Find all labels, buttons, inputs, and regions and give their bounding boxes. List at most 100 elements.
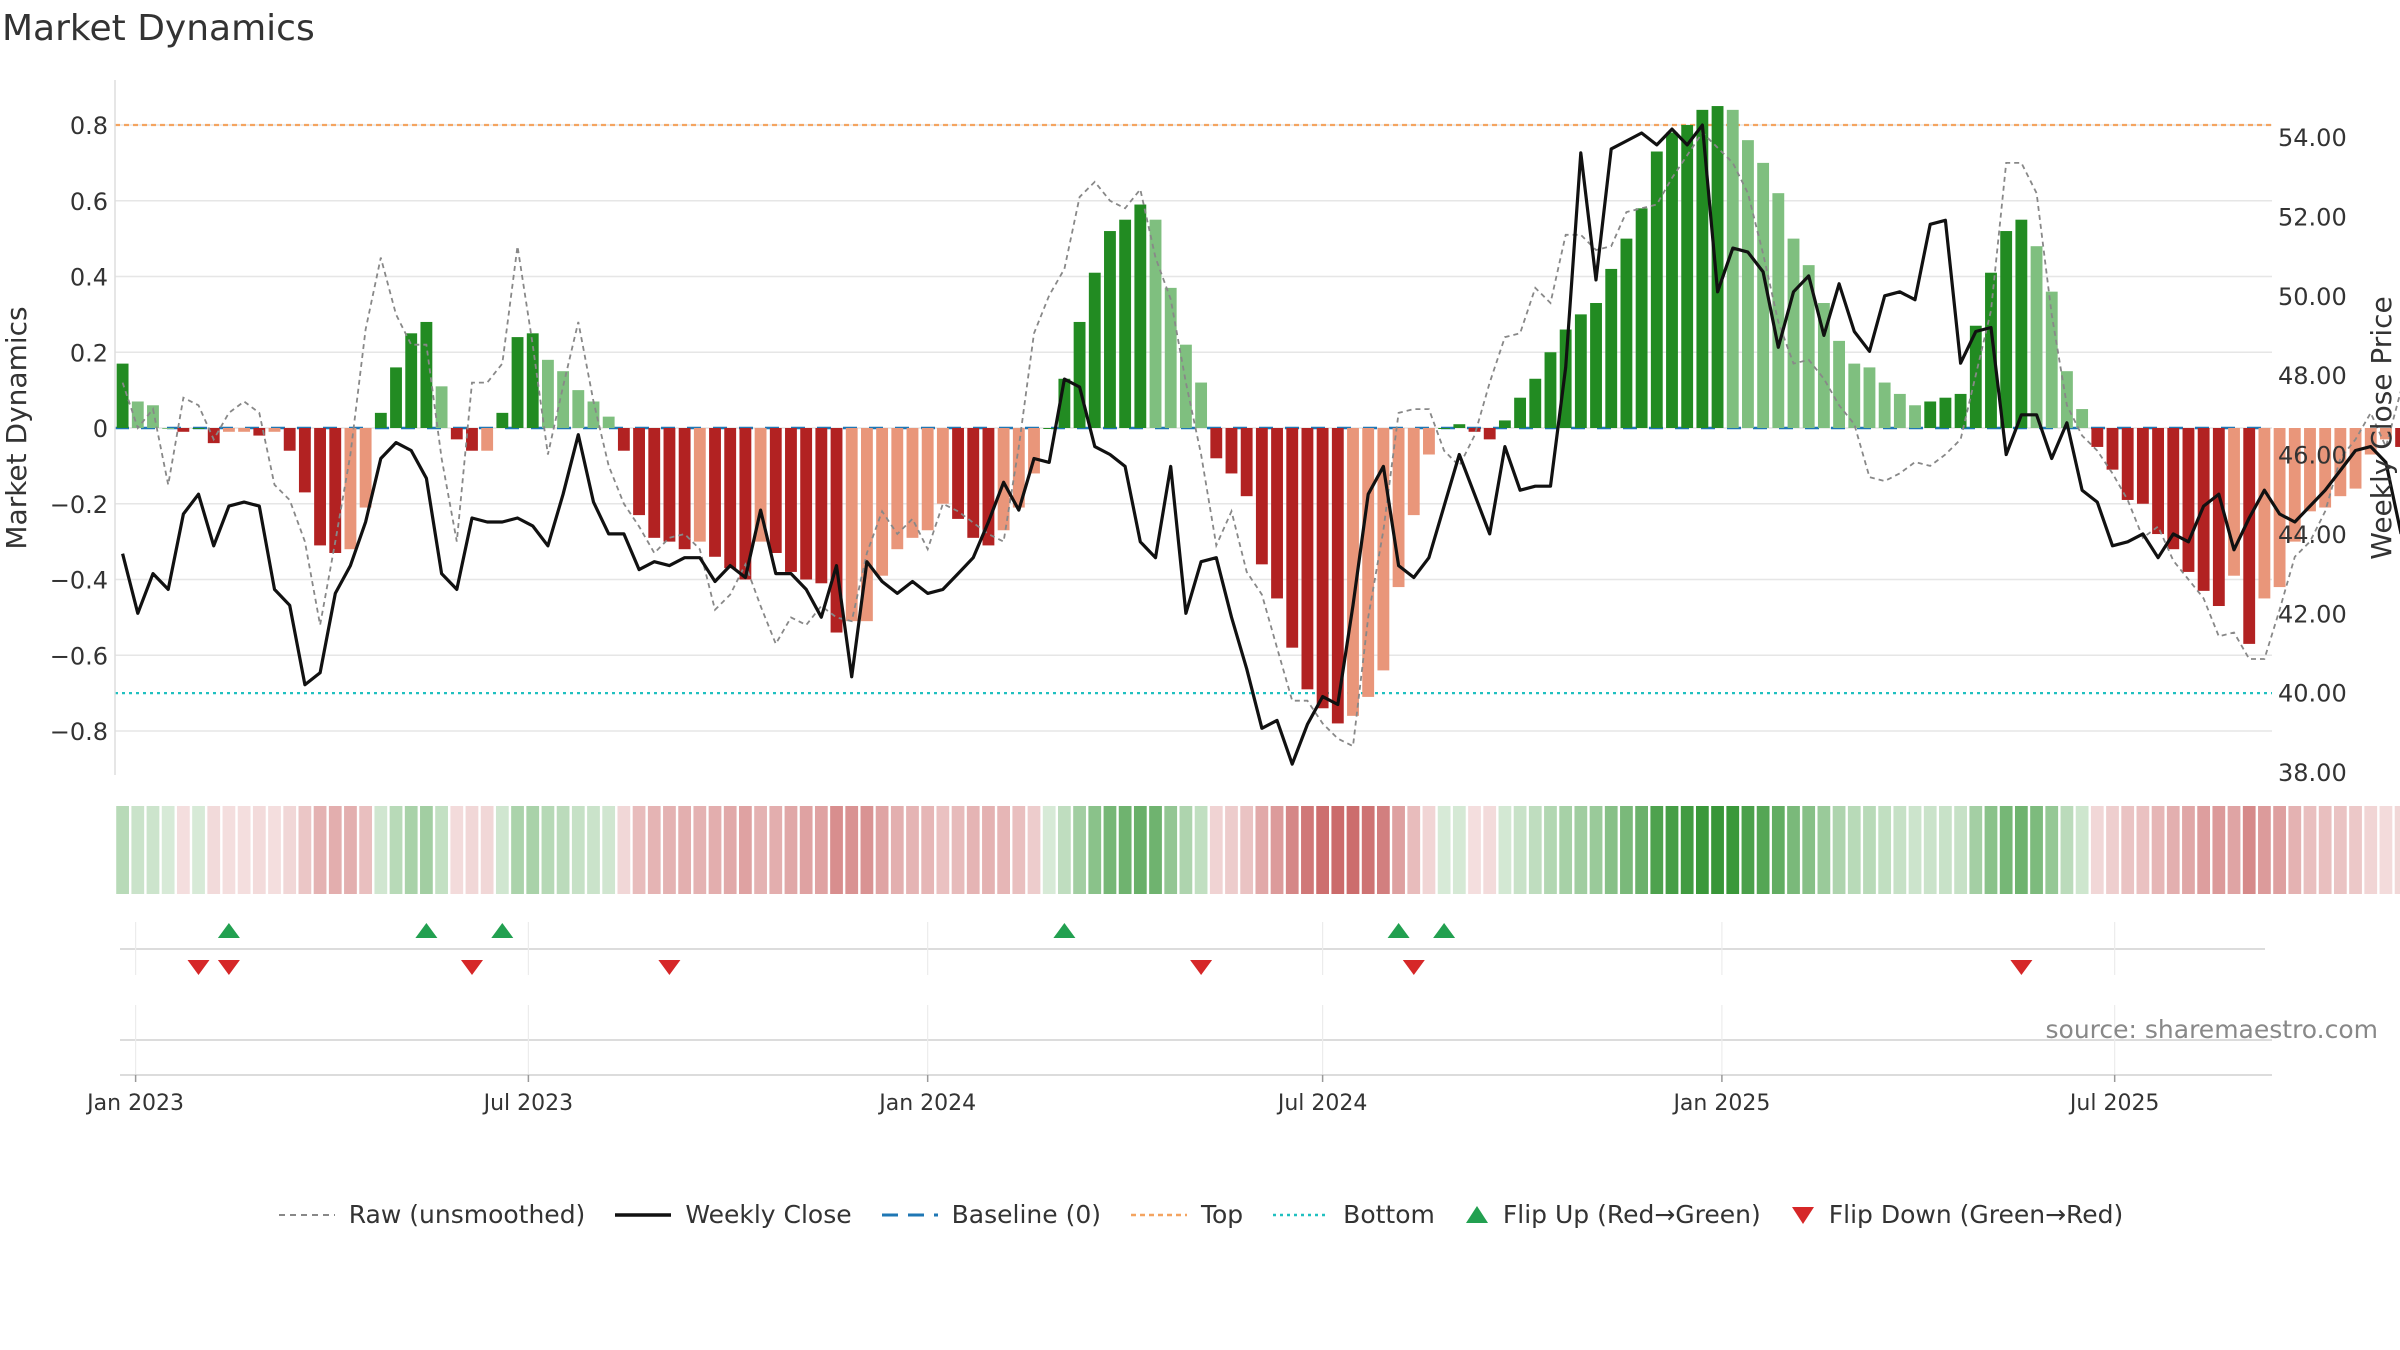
dynamics-bar [496,412,509,428]
regime-cell [1270,806,1284,894]
regime-cell [1878,806,1892,894]
dynamics-bar [1742,140,1754,428]
dynamics-bar [1392,428,1405,588]
dynamics-bar [1407,428,1420,516]
dynamics-bar [2136,428,2149,504]
regime-cell [2182,806,2195,894]
dynamics-bar [526,333,539,428]
dynamics-bar [2061,371,2073,428]
flip-up-marker [491,923,514,938]
regime-cell [860,806,874,894]
dynamics-bar [1453,424,1466,428]
dynamics-bar [344,428,357,550]
regime-cell [2227,806,2241,894]
flip-markers [120,922,2272,1075]
dynamics-bar [314,428,326,546]
dynamics-bar [709,428,721,557]
dynamics-bar [1711,106,1724,428]
dynamics-bar [1939,397,1952,428]
dynamics-bar [1483,428,1496,440]
regime-cell [1847,806,1861,894]
dynamics-bar [1590,303,1602,428]
dynamics-bar [1058,378,1071,428]
regime-cell [1361,806,1375,894]
regime-cell [374,806,388,894]
dynamics-bar [2364,428,2377,455]
regime-cell [298,806,312,894]
dynamics-bar [329,428,342,553]
dynamics-bar [1909,405,1921,428]
regime-cell [1073,806,1086,894]
dynamics-bar [1757,162,1770,428]
dynamics-bar [2015,219,2028,428]
dynamics-bar [967,428,980,538]
regime-cell [587,806,600,894]
regime-cell [647,806,661,894]
source-label: source: sharemaestro.com [2046,1015,2379,1044]
regime-cell [344,806,357,894]
dynamics-bar [1635,208,1648,428]
regime-cell [1513,806,1527,894]
x-tick-label: Jan 2024 [877,1091,976,1116]
weekly-close-line [121,123,2400,766]
legend-label-top: Top [1200,1200,1244,1229]
x-tick-label: Jan 2025 [1671,1091,1770,1116]
regime-cell [1058,806,1071,894]
legend: Raw (unsmoothed) Weekly Close Baseline (… [0,1200,2400,1229]
dynamics-bar [1316,428,1329,709]
regime-cell [2136,806,2150,894]
regime-cell [283,806,297,894]
dynamics-bar [1240,428,1253,497]
dynamics-bar [147,405,159,428]
dynamics-bar [420,321,433,428]
regime-cell [1194,806,1208,894]
regime-cell [890,806,904,894]
regime-cell [1149,806,1162,894]
dynamics-bar [2121,428,2134,500]
regime-cell [2333,806,2347,894]
legend-label-bottom: Bottom [1343,1200,1435,1229]
dynamics-bar [1073,321,1086,428]
dynamics-bar [2349,428,2362,489]
dynamics-bar [602,416,615,428]
dynamics-bar [1271,428,1283,599]
dynamics-bar [754,428,767,542]
dynamics-bar [1863,367,1876,428]
dynamics-bar [1377,428,1390,671]
regime-cell [1802,806,1816,894]
regime-cell [2303,806,2317,894]
regime-cell [2075,806,2089,894]
dynamics-bar [1149,219,1162,428]
dynamics-bar [2091,428,2104,447]
dynamics-bar [1893,393,1906,428]
dynamics-bar [2106,428,2119,470]
regime-cell [799,806,813,894]
regime-cell [2121,806,2135,894]
dynamics-bar [2304,428,2316,512]
dynamics-bar [1104,231,1116,428]
regime-cell [420,806,433,894]
regime-cell [526,806,540,894]
flip-down-marker [461,960,483,975]
y-right-tick-label: 46.00 [2278,442,2347,470]
dynamics-bar [2334,428,2347,497]
regime-cell [1771,806,1785,894]
flip-up-marker [1433,923,1456,938]
dynamics-bar [860,428,873,622]
regime-cell [1726,806,1740,894]
dynamics-bar [2319,428,2332,508]
dynamics-bar [845,428,858,622]
flip-down-marker [658,960,681,975]
dynamics-bar [1043,428,1056,429]
dynamics-bar [1924,401,1937,428]
regime-cell [2242,806,2256,894]
dynamics-bar [1878,382,1891,428]
dynamics-bar [359,428,372,508]
regime-cell [602,806,616,894]
regime-cell [116,806,129,894]
regime-cell [2060,806,2074,894]
regime-cell [739,806,752,894]
legend-label-raw: Raw (unsmoothed) [348,1200,586,1229]
regime-cell [1620,806,1633,894]
dynamics-bar [830,428,843,633]
